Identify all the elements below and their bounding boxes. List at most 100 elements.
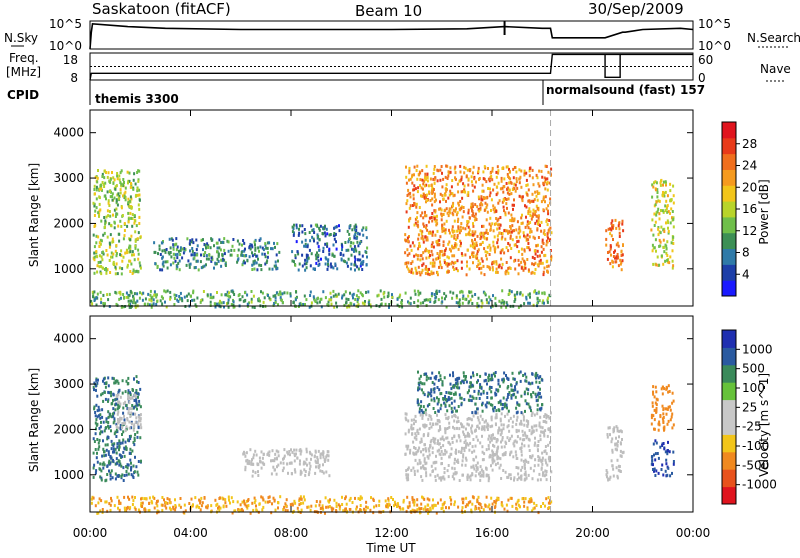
scatter-cell xyxy=(222,254,224,257)
scatter-cell xyxy=(496,241,498,244)
scatter-cell xyxy=(432,498,434,501)
scatter-cell xyxy=(135,508,137,511)
scatter-cell xyxy=(471,411,473,414)
scatter-cell xyxy=(131,422,133,425)
scatter-cell xyxy=(427,504,429,507)
scatter-cell xyxy=(134,292,136,295)
scatter-cell xyxy=(109,413,111,416)
scatter-cell xyxy=(461,464,463,467)
scatter-cell xyxy=(225,264,227,267)
scatter-cell xyxy=(469,229,471,232)
scatter-cell xyxy=(253,295,255,298)
scatter-cell xyxy=(510,192,512,195)
scatter-cell xyxy=(383,292,385,295)
scatter-cell xyxy=(225,293,227,296)
scatter-cell xyxy=(321,470,323,473)
scatter-cell xyxy=(108,461,110,464)
scatter-cell xyxy=(524,463,526,466)
scatter-cell xyxy=(516,466,518,469)
scatter-cell xyxy=(274,246,276,249)
scatter-cell xyxy=(411,249,413,252)
scatter-cell xyxy=(534,191,536,194)
scatter-cell xyxy=(306,458,308,461)
scatter-cell xyxy=(458,405,460,408)
scatter-cell xyxy=(529,292,531,295)
scatter-cell xyxy=(541,403,543,406)
scatter-cell xyxy=(660,226,662,229)
scatter-cell xyxy=(547,415,549,418)
scatter-cell xyxy=(107,376,109,379)
scatter-cell xyxy=(104,501,106,504)
scatter-cell xyxy=(510,267,512,270)
scatter-cell xyxy=(543,435,545,438)
scatter-cell xyxy=(169,298,171,301)
scatter-cell xyxy=(129,250,131,253)
scatter-cell xyxy=(672,249,674,252)
scatter-cell xyxy=(416,169,418,172)
scatter-cell xyxy=(300,453,302,456)
scatter-cell xyxy=(108,453,110,456)
scatter-cell xyxy=(518,372,520,375)
scatter-cell xyxy=(547,241,549,244)
scatter-cell xyxy=(476,253,478,256)
scatter-cell xyxy=(617,242,619,245)
scatter-cell xyxy=(434,442,436,445)
scatter-cell xyxy=(422,414,424,417)
scatter-cell xyxy=(432,451,434,454)
scatter-cell xyxy=(124,474,126,477)
scatter-cell xyxy=(506,246,508,249)
scatter-cell xyxy=(667,467,669,470)
scatter-cell xyxy=(214,302,216,305)
scatter-cell xyxy=(272,466,274,469)
scatter-cell xyxy=(471,203,473,206)
scatter-cell xyxy=(527,234,529,237)
scatter-cell xyxy=(518,504,520,507)
scatter-cell xyxy=(425,447,427,450)
scatter-cell xyxy=(459,479,461,482)
scatter-cell xyxy=(518,226,520,229)
scatter-cell xyxy=(443,223,445,226)
scatter-cell xyxy=(529,221,531,224)
scatter-cell xyxy=(114,408,116,411)
scatter-cell xyxy=(612,265,614,268)
scatter-cell xyxy=(421,271,423,274)
scatter-cell xyxy=(461,447,463,450)
scatter-cell xyxy=(415,459,417,462)
scatter-cell xyxy=(113,393,115,396)
scatter-cell xyxy=(491,374,493,377)
scatter-cell xyxy=(437,422,439,425)
scatter-cell xyxy=(545,165,547,168)
scatter-cell xyxy=(512,238,514,241)
scatter-cell xyxy=(664,260,666,263)
scatter-cell xyxy=(111,499,113,502)
scatter-cell xyxy=(268,297,270,300)
scatter-cell xyxy=(102,294,104,297)
scatter-cell xyxy=(478,196,480,199)
scatter-cell xyxy=(659,414,661,417)
scatter-cell xyxy=(509,177,511,180)
scatter-cell xyxy=(477,235,479,238)
scatter-cell xyxy=(515,396,517,399)
scatter-cell xyxy=(260,264,262,267)
scatter-cell xyxy=(437,252,439,255)
scatter-cell xyxy=(510,247,512,250)
scatter-cell xyxy=(661,444,663,447)
scatter-cell xyxy=(420,302,422,305)
scatter-cell xyxy=(460,222,462,225)
scatter-cell xyxy=(479,177,481,180)
scatter-cell xyxy=(427,432,429,435)
scatter-cell xyxy=(117,393,119,396)
scatter-cell xyxy=(100,301,102,304)
scatter-cell xyxy=(291,250,293,253)
scatter-cell xyxy=(304,269,306,272)
scatter-cell xyxy=(478,210,480,213)
scatter-cell xyxy=(417,254,419,257)
scatter-cell xyxy=(545,473,547,476)
scatter-cell xyxy=(515,383,517,386)
scatter-cell xyxy=(407,445,409,448)
scatter-cell xyxy=(417,429,419,432)
scatter-cell xyxy=(474,238,476,241)
scatter-cell xyxy=(175,253,177,256)
scatter-cell xyxy=(256,261,258,264)
scatter-cell xyxy=(186,237,188,240)
